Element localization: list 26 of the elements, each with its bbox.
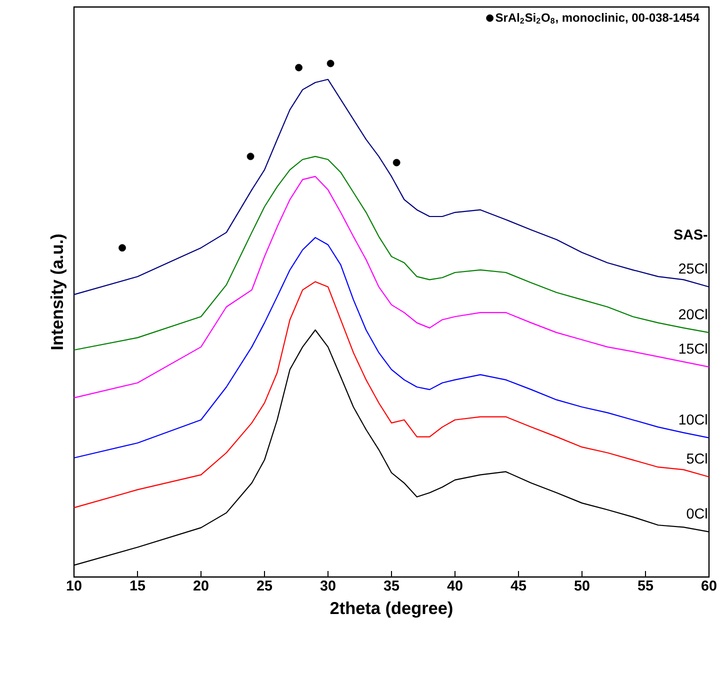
x-tick-label: 50 — [574, 580, 590, 591]
y-axis-title: Intensity (a.u.) — [50, 234, 66, 350]
x-tick-label: 60 — [702, 580, 716, 591]
x-tick-label: 10 — [66, 580, 82, 591]
series-label: 0Cl — [686, 508, 707, 519]
point — [326, 60, 334, 68]
point — [295, 64, 302, 72]
point — [118, 244, 126, 252]
series-label: 10Cl — [679, 414, 707, 425]
series-label: 5Cl — [686, 453, 707, 464]
x-tick-label: 45 — [510, 580, 526, 591]
series-label: 25Cl — [679, 263, 707, 274]
legend-label: SrAl$_{2}$Si$_{2}$O$_{8}$, monoclinic, 00-038-1454 — [496, 13, 700, 24]
x-axis-title: 2theta (degree) — [330, 602, 452, 618]
x-tick-label: 35 — [384, 580, 400, 591]
x-tick-label: 40 — [447, 580, 462, 591]
series-label: 20Cl — [679, 308, 707, 320]
x-tick-label: 55 — [638, 580, 654, 591]
legend-title: SAS- — [674, 230, 708, 240]
x-tick-label: 30 — [320, 580, 336, 591]
series-label: 15Cl — [679, 343, 707, 354]
point — [392, 158, 400, 166]
x-tick-label: 25 — [257, 580, 272, 591]
x-tick-label: 15 — [130, 580, 146, 591]
x-tick-label: 20 — [194, 580, 208, 591]
point — [246, 152, 254, 160]
